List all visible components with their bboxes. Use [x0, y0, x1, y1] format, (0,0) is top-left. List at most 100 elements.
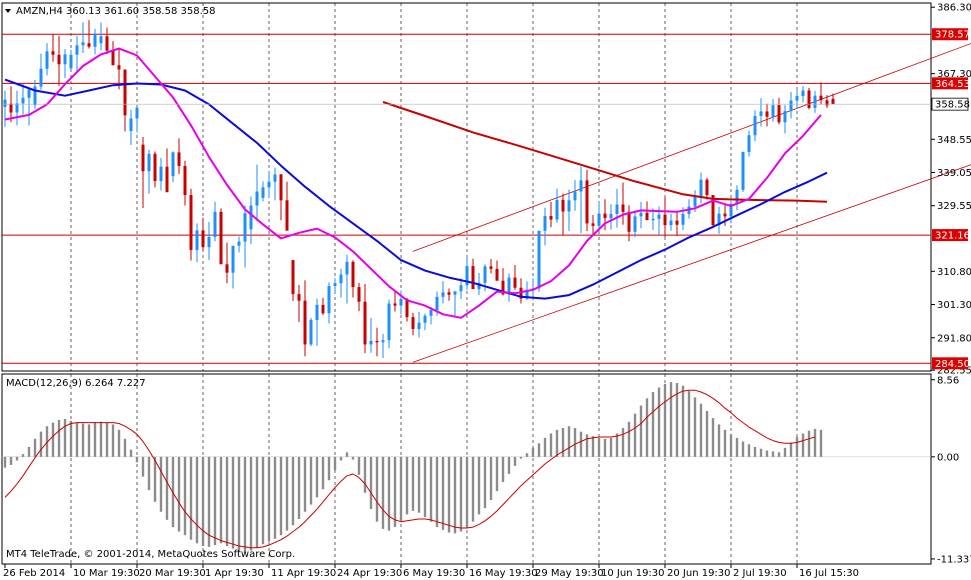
macd-bar — [531, 447, 535, 457]
macd-bar — [9, 456, 13, 465]
macd-bar — [429, 456, 433, 522]
candle-body — [165, 166, 169, 193]
candle-body — [591, 223, 595, 226]
candle-body — [441, 292, 445, 297]
candle-body — [819, 95, 823, 101]
macd-bar — [297, 456, 301, 519]
macd-bar — [291, 456, 295, 526]
macd-bar — [717, 424, 721, 457]
candle-body — [297, 294, 301, 301]
current-price-tag-label: 358.58 — [935, 100, 970, 111]
macd-bar — [357, 456, 361, 475]
candle-body — [627, 211, 631, 232]
macd-bar — [651, 392, 655, 457]
macd-bar — [519, 456, 523, 459]
candle-body — [795, 96, 799, 101]
macd-bar — [795, 437, 799, 457]
macd-bar — [63, 419, 67, 457]
candle-body — [171, 152, 175, 177]
candle-body — [45, 51, 49, 69]
candle-body — [339, 274, 343, 284]
candle-body — [105, 36, 109, 51]
candle-body — [585, 180, 589, 224]
price-tick-label: 367.30 — [937, 69, 971, 80]
macd-bar — [681, 385, 685, 457]
hline-tag-bg — [932, 357, 968, 370]
macd-bar — [231, 456, 235, 549]
candle-body — [381, 340, 385, 343]
macd-bar — [375, 456, 379, 522]
macd-bar — [735, 437, 739, 457]
macd-bar — [453, 456, 457, 534]
candle-body — [579, 180, 583, 192]
candle-body — [639, 212, 643, 217]
candle-body — [345, 261, 349, 275]
candle-body — [411, 317, 415, 330]
candle-body — [117, 65, 121, 70]
candle-body — [351, 261, 355, 288]
candle-body — [567, 200, 571, 212]
candle-body — [369, 340, 373, 345]
candle-body — [129, 118, 133, 132]
macd-bar — [741, 441, 745, 457]
macd-bar — [663, 383, 667, 457]
candle-body — [405, 298, 409, 318]
symbol-dropdown-icon[interactable] — [5, 9, 11, 13]
candle-body — [141, 144, 145, 172]
macd-bar — [447, 456, 451, 533]
candle-body — [327, 285, 331, 314]
candle-body — [309, 319, 313, 345]
channel-lower-line[interactable] — [412, 160, 971, 363]
macd-bar — [777, 452, 781, 457]
channel-upper-line[interactable] — [412, 39, 971, 252]
candle-body — [219, 211, 223, 265]
macd-bar — [333, 456, 337, 471]
candle-body — [291, 260, 295, 295]
price-channel[interactable] — [412, 39, 971, 363]
time-tick-label: 20 Mar 19:30 — [139, 568, 206, 579]
macd-bar — [21, 454, 25, 457]
candle-body — [543, 216, 547, 231]
candle-body — [609, 213, 613, 219]
candles — [3, 20, 835, 359]
macd-bar — [561, 428, 565, 457]
macd-histogram — [3, 382, 823, 553]
candle-body — [657, 214, 661, 219]
macd-bar — [585, 434, 589, 457]
candle-body — [729, 203, 733, 217]
hline-tag-label: 284.50 — [935, 359, 970, 370]
macd-bar — [153, 456, 157, 502]
macd-bar — [423, 456, 427, 518]
candle-body — [69, 54, 73, 69]
candle-body — [801, 90, 805, 97]
macd-bar — [555, 429, 559, 457]
macd-axis: 8.56 0.00 -11.337 — [931, 375, 971, 565]
candle-body — [123, 69, 127, 116]
candle-body — [501, 280, 505, 295]
macd-bar — [489, 456, 493, 501]
macd-bar — [27, 446, 31, 457]
price-panel-frame[interactable] — [1, 2, 932, 372]
candle-body — [33, 86, 37, 106]
candle-body — [357, 287, 361, 302]
candle-body — [561, 199, 565, 212]
current-price-tag-bg — [931, 97, 969, 111]
horizontal-lines[interactable] — [2, 33, 931, 364]
macd-bar — [15, 456, 19, 461]
macd-bar — [621, 428, 625, 457]
macd-bar — [675, 383, 679, 457]
macd-bar — [51, 422, 55, 457]
macd-bar — [3, 456, 7, 468]
macd-bar — [459, 456, 463, 532]
macd-bar — [471, 456, 475, 522]
hline-tag-bg — [932, 77, 968, 90]
candle-body — [189, 195, 193, 250]
macd-bar — [537, 443, 541, 457]
macd-bar — [363, 456, 367, 493]
candle-body — [15, 103, 19, 113]
macd-bar — [687, 391, 691, 457]
macd-bar — [213, 456, 217, 546]
macd-bar — [207, 456, 211, 547]
macd-bar — [225, 456, 229, 546]
